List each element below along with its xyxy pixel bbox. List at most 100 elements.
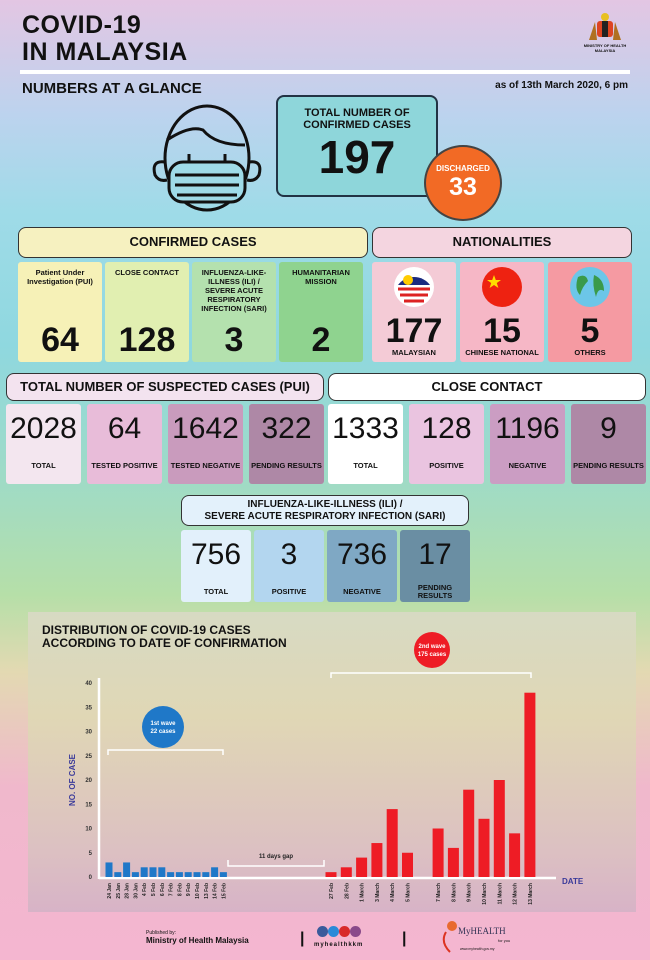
- bar: [509, 833, 521, 877]
- card-value: 1333: [332, 412, 399, 445]
- gap-annotation: 11 days gap: [259, 854, 293, 860]
- x-tick-label: 7 March: [436, 883, 442, 902]
- chart-title-line-1: DISTRIBUTION OF COVID-19 CASES: [42, 623, 251, 637]
- social-handle[interactable]: myhealthkkm: [314, 942, 364, 948]
- crest-caption: MINISTRY OF HEALTH MALAYSIA: [583, 43, 627, 53]
- y-tick-label: 0: [89, 875, 93, 881]
- subtitle: NUMBERS AT A GLANCE: [22, 80, 202, 97]
- y-axis-label: NO. OF CASE: [68, 753, 77, 806]
- card-label: TOTAL: [31, 461, 56, 470]
- close_contact-card: 1196 NEGATIVE: [490, 404, 565, 484]
- nationalities-card: 5 OTHERS: [548, 262, 632, 362]
- card-value: 2028: [10, 412, 77, 445]
- second-wave-label: 2nd wave: [418, 644, 446, 650]
- bar: [402, 852, 413, 877]
- bar: [386, 809, 398, 877]
- confirmed-card: CLOSE CONTACT 128: [105, 262, 189, 362]
- chart-title-line-2: ACCORDING TO DATE OF CONFIRMATION: [42, 636, 287, 650]
- card-label: PENDING RESULTS: [417, 583, 453, 600]
- card-label: TESTED POSITIVE: [91, 461, 158, 470]
- bar: [123, 862, 131, 877]
- sari-card: 17 PENDING RESULTS: [400, 530, 470, 602]
- myhealth-logo: MyHEALTH for you www.myhealth.gov.my: [440, 920, 510, 959]
- x-tick-label: 10 March: [482, 883, 488, 905]
- bar: [478, 818, 490, 877]
- y-tick-label: 10: [85, 827, 92, 833]
- x-tick-label: 5 Feb: [151, 883, 157, 896]
- bar: [114, 872, 122, 877]
- bar: [140, 867, 148, 877]
- gap-bracket: [227, 860, 325, 867]
- youtube-icon[interactable]: [338, 926, 350, 937]
- total-confirmed-value: 197: [318, 131, 396, 183]
- x-tick-label: 5 March: [406, 883, 412, 902]
- card-value: 128: [421, 412, 472, 445]
- x-tick-label: 28 Jan: [125, 883, 131, 899]
- pui-card: 322 PENDING RESULTS: [249, 404, 324, 484]
- coat-of-arms-icon: [589, 13, 621, 40]
- brand-sub: for you: [498, 938, 511, 943]
- second-wave-bracket: [330, 672, 532, 678]
- instagram-icon[interactable]: [349, 926, 361, 937]
- nationalities-header: NATIONALITIES: [372, 227, 632, 258]
- card-value: 3: [224, 321, 244, 359]
- pui-header: TOTAL NUMBER OF SUSPECTED CASES (PUI): [6, 373, 324, 401]
- y-tick-label: 5: [89, 851, 93, 857]
- discharged-badge: DISCHARGED 33: [424, 145, 502, 221]
- card-label: NEGATIVE: [343, 587, 381, 596]
- first-wave-badge: [142, 706, 184, 748]
- card-label: POSITIVE: [271, 587, 307, 596]
- chart-title: DISTRIBUTION OF COVID-19 CASES ACCORDING …: [42, 624, 287, 650]
- card-value: 5: [580, 312, 600, 350]
- first-wave-count: 22 cases: [150, 729, 176, 735]
- y-tick-label: 15: [85, 802, 92, 808]
- brand-url[interactable]: www.myhealth.gov.my: [460, 947, 495, 951]
- card-label: CHINESE NATIONAL: [465, 348, 539, 357]
- bar: [493, 780, 505, 877]
- bar: [193, 872, 201, 877]
- sari-title-line-2: SEVERE ACUTE RESPIRATORY INFECTION (SARI…: [204, 511, 446, 522]
- x-tick-label: 11 March: [497, 883, 503, 904]
- person-logo-icon: [442, 921, 457, 953]
- x-tick-label: 9 March: [467, 883, 473, 902]
- confirmed-cases-header: CONFIRMED CASES: [18, 227, 368, 258]
- discharged-value: 33: [449, 173, 477, 201]
- card-label: Patient Under Investigation (PUI): [27, 268, 93, 286]
- x-tick-label: 27 Feb: [329, 883, 335, 899]
- card-value: 15: [483, 312, 521, 350]
- card-value: 736: [336, 538, 388, 571]
- malaysia-flag-icon: [394, 267, 434, 307]
- title-line-2: IN MALAYSIA: [22, 38, 188, 66]
- card-label: TESTED NEGATIVE: [170, 461, 241, 470]
- sari-header: INFLUENZA-LIKE-ILLNESS (ILI) / SEVERE ACU…: [181, 495, 469, 526]
- x-axis-label: DATE: [562, 877, 584, 886]
- facebook-icon[interactable]: [316, 926, 328, 937]
- x-tick-label: 8 March: [451, 883, 457, 902]
- card-label: CLOSE CONTACT: [114, 268, 180, 277]
- sari-card: 3 POSITIVE: [254, 530, 324, 602]
- title-line-1: COVID-19: [22, 11, 142, 39]
- bar: [211, 867, 219, 877]
- published-by-label: Published by:: [146, 930, 177, 936]
- separator: |: [402, 930, 407, 947]
- card-label: NEGATIVE: [508, 461, 547, 470]
- card-label: PENDING RESULTS: [251, 461, 322, 470]
- x-tick-label: 4 Feb: [142, 883, 148, 896]
- nationalities-card: 177 MALAYSIAN: [372, 262, 456, 362]
- card-value: 756: [190, 538, 242, 571]
- x-tick-label: 15 Feb: [221, 883, 227, 899]
- card-label: TOTAL: [203, 587, 229, 596]
- y-tick-label: 35: [85, 705, 92, 711]
- total-confirmed-label: TOTAL NUMBER OF CONFIRMED CASES: [303, 107, 411, 131]
- bar: [371, 843, 383, 877]
- close_contact-card: 128 POSITIVE: [409, 404, 484, 484]
- twitter-icon[interactable]: [327, 926, 339, 937]
- publisher-block: Published by: Ministry of Health Malaysia: [146, 930, 249, 946]
- y-tick-label: 40: [85, 681, 92, 687]
- y-tick-label: 30: [85, 730, 92, 736]
- pui-card: 2028 TOTAL: [6, 404, 81, 484]
- bar: [447, 847, 459, 877]
- bar: [184, 872, 192, 877]
- x-tick-label: 13 Feb: [204, 883, 210, 899]
